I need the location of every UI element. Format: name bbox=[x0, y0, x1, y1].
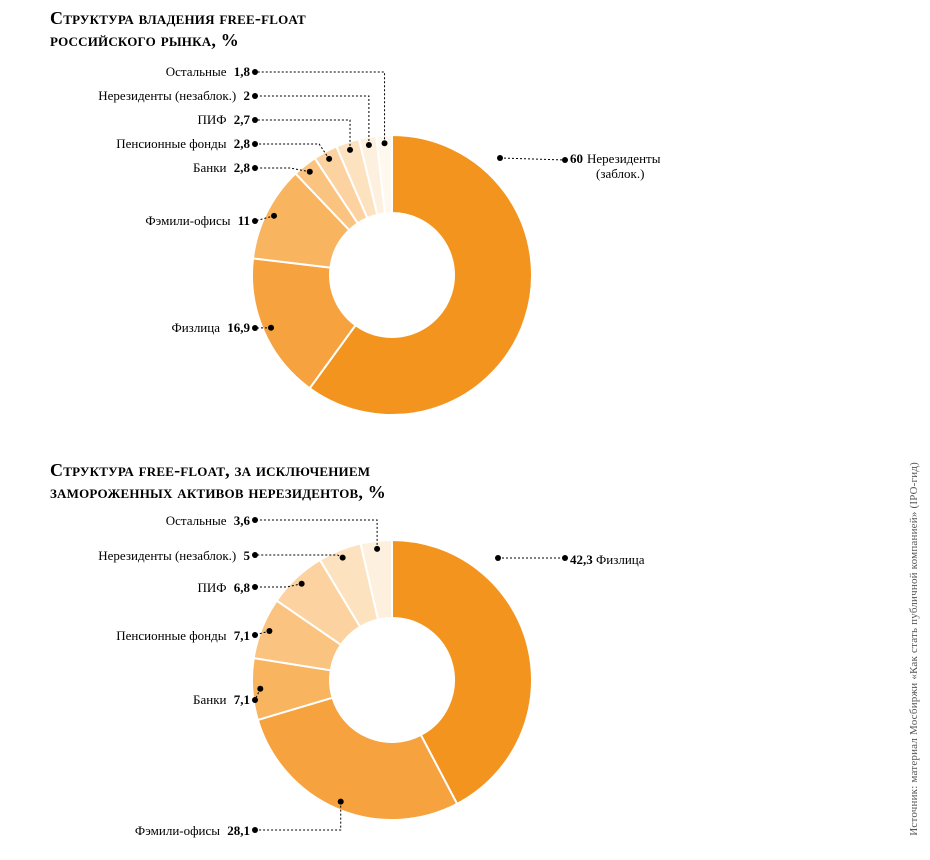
page: Структура владения free-float российског… bbox=[0, 0, 930, 856]
leader-dot bbox=[374, 546, 380, 552]
leader-dot bbox=[266, 628, 272, 634]
source-text: Источник: материал Мосбиржи «Как стать п… bbox=[908, 462, 920, 836]
leader-dot bbox=[307, 169, 313, 175]
c1-lbl-nnz: Нерезиденты (незаблок.) 2 bbox=[98, 88, 250, 104]
leader-dot bbox=[252, 517, 258, 523]
leader-dot bbox=[252, 552, 258, 558]
leader-dot bbox=[252, 165, 258, 171]
c2-lbl-nnz: Нерезиденты (незаблок.) 5 bbox=[98, 548, 250, 564]
c1-lbl-bank: Банки 2,8 bbox=[193, 160, 250, 176]
leader-dot bbox=[347, 147, 353, 153]
chart2-donut bbox=[0, 430, 930, 860]
leader-dot bbox=[366, 142, 372, 148]
leader-dot bbox=[252, 93, 258, 99]
leader-dot bbox=[299, 581, 305, 587]
c2-lbl-ost: Остальные 3,6 bbox=[166, 513, 250, 529]
leader-dot bbox=[252, 117, 258, 123]
leader-dot bbox=[257, 686, 263, 692]
c2-lbl-fo: Фэмили-офисы 28,1 bbox=[135, 823, 250, 839]
leader-line bbox=[255, 72, 385, 143]
leader-dot bbox=[252, 69, 258, 75]
leader-dot bbox=[340, 555, 346, 561]
c1-lbl-ost: Остальные 1,8 bbox=[166, 64, 250, 80]
donut-slice bbox=[258, 698, 457, 820]
leader-dot bbox=[326, 156, 332, 162]
c1-lbl-pf: Пенсионные фонды 2,8 bbox=[116, 136, 250, 152]
chart1-donut bbox=[0, 0, 930, 440]
leader-dot bbox=[562, 555, 568, 561]
c1-lbl-fo: Фэмили-офисы 11 bbox=[145, 213, 250, 229]
c1-lbl-pif: ПИФ 2,7 bbox=[197, 112, 250, 128]
leader-dot bbox=[252, 827, 258, 833]
leader-dot bbox=[382, 140, 388, 146]
leader-dot bbox=[252, 218, 258, 224]
leader-dot bbox=[562, 157, 568, 163]
leader-dot bbox=[271, 213, 277, 219]
leader-line bbox=[255, 96, 369, 145]
c1-lbl-nz: 60Нерезиденты (заблок.) bbox=[570, 152, 660, 182]
c2-lbl-fiz: 42,3 Физлица bbox=[570, 552, 645, 568]
leader-line bbox=[255, 802, 341, 830]
leader-dot bbox=[495, 555, 501, 561]
c2-lbl-pf: Пенсионные фонды 7,1 bbox=[116, 628, 250, 644]
leader-dot bbox=[252, 632, 258, 638]
c2-lbl-pif: ПИФ 6,8 bbox=[197, 580, 250, 596]
leader-dot bbox=[268, 325, 274, 331]
c2-lbl-bank: Банки 7,1 bbox=[193, 692, 250, 708]
leader-dot bbox=[497, 155, 503, 161]
leader-line bbox=[500, 158, 565, 160]
leader-dot bbox=[252, 584, 258, 590]
c1-lbl-fiz: Физлица 16,9 bbox=[171, 320, 250, 336]
leader-dot bbox=[252, 697, 258, 703]
leader-dot bbox=[252, 141, 258, 147]
leader-dot bbox=[252, 325, 258, 331]
leader-line bbox=[255, 120, 350, 150]
leader-dot bbox=[338, 799, 344, 805]
